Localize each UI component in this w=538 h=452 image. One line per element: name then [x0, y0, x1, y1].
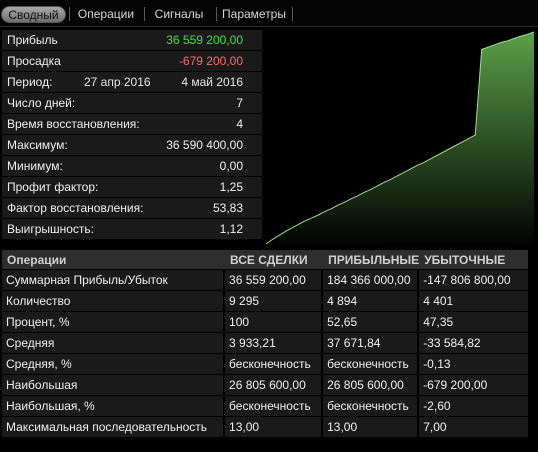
row-label: Процент, %: [2, 312, 226, 332]
stat-label: Просадка: [7, 54, 61, 68]
table-row: Процент, % 100 52,65 47,35: [2, 312, 528, 332]
tab-operations[interactable]: Операции: [77, 7, 135, 21]
cell-profitable: бесконечность: [323, 354, 420, 374]
stat-value: 1,12: [219, 222, 243, 236]
cell-losing: -147 806 800,00: [419, 270, 528, 290]
stat-value: 1,25: [219, 180, 243, 194]
stat-minimum: Минимум: 0,00: [2, 156, 262, 176]
stat-label: Прибыль: [7, 33, 58, 47]
cell-all: 26 805 600,00: [225, 375, 324, 395]
operations-header-row: Операции ВСЕ СДЕЛКИ ПРИБЫЛЬНЫЕ УБЫТОЧНЫЕ: [2, 250, 528, 269]
cell-all: 36 559 200,00: [225, 270, 324, 290]
cell-all: 9 295: [225, 291, 324, 311]
equity-chart-svg: [265, 31, 535, 245]
table-row: Средняя, % бесконечность бесконечность -…: [2, 354, 528, 374]
stat-label: Профит фактор:: [7, 180, 99, 194]
cell-losing: 47,35: [419, 312, 528, 332]
table-row: Наибольшая 26 805 600,00 26 805 600,00 -…: [2, 375, 528, 395]
stat-profit-factor: Профит фактор: 1,25: [2, 177, 262, 197]
row-label: Средняя: [2, 333, 226, 353]
cell-all: 13,00: [225, 417, 324, 437]
stat-drawdown: Просадка -679 200,00: [2, 51, 262, 71]
stat-days: Число дней: 7: [2, 93, 262, 113]
equity-area: [266, 32, 534, 244]
row-label: Максимальная последовательность: [2, 417, 226, 437]
table-row: Наибольшая, % бесконечность бесконечност…: [2, 396, 528, 416]
stat-period: Период: 27 апр 2016 4 май 2016: [2, 72, 262, 92]
equity-line: [265, 31, 535, 245]
row-label: Суммарная Прибыль/Убыток: [2, 270, 226, 290]
cell-profitable: бесконечность: [323, 396, 420, 416]
stat-value: 36 590 400,00: [166, 138, 243, 152]
tab-summary[interactable]: Сводный: [1, 6, 66, 23]
row-label: Средняя, %: [2, 354, 226, 374]
tab-parameters[interactable]: Параметры: [222, 7, 286, 21]
equity-chart: [264, 30, 536, 245]
stat-value: 4: [236, 117, 243, 131]
cell-losing: -0,13: [419, 354, 528, 374]
row-label: Количество: [2, 291, 226, 311]
stat-label: Минимум:: [7, 159, 63, 173]
stat-label: Число дней:: [7, 96, 76, 110]
period-end: 4 май 2016: [181, 75, 243, 89]
stat-label: Выигрышность:: [7, 222, 95, 236]
stat-recovery-time: Время восстановления: 4: [2, 114, 262, 134]
column-header-profitable: ПРИБЫЛЬНЫЕ: [323, 250, 420, 269]
cell-losing: -33 584,82: [419, 333, 528, 353]
column-header-losing: УБЫТОЧНЫЕ: [419, 250, 528, 269]
stat-label: Максимум:: [7, 138, 68, 152]
tab-separator: [144, 7, 145, 21]
stat-value: 36 559 200,00: [166, 33, 243, 47]
cell-profitable: 4 894: [323, 291, 420, 311]
cell-all: бесконечность: [225, 354, 324, 374]
table-row: Количество 9 295 4 894 4 401: [2, 291, 528, 311]
cell-profitable: 52,65: [323, 312, 420, 332]
stat-value: 0,00: [219, 159, 243, 173]
tab-separator: [216, 7, 217, 21]
row-label: Наибольшая: [2, 375, 226, 395]
cell-profitable: 37 671,84: [323, 333, 420, 353]
tab-bar: Сводный Операции Сигналы Параметры: [0, 0, 538, 27]
tab-separator: [292, 7, 293, 21]
table-row: Максимальная последовательность 13,00 13…: [2, 417, 528, 437]
stat-value: 7: [236, 96, 243, 110]
cell-all: 100: [225, 312, 324, 332]
stat-label: Фактор восстановления:: [7, 201, 144, 215]
table-row: Суммарная Прибыль/Убыток 36 559 200,00 1…: [2, 270, 528, 290]
column-header-operations: Операции: [2, 250, 226, 269]
stat-value: 53,83: [212, 201, 243, 215]
cell-profitable: 184 366 000,00: [323, 270, 420, 290]
cell-losing: 4 401: [419, 291, 528, 311]
stat-label: Период:: [7, 75, 53, 89]
stat-value: -679 200,00: [178, 54, 243, 68]
cell-all: 3 933,21: [225, 333, 324, 353]
stat-profit: Прибыль 36 559 200,00: [2, 30, 262, 50]
cell-losing: 7,00: [419, 417, 528, 437]
summary-panel: Прибыль 36 559 200,00 Просадка -679 200,…: [2, 30, 262, 240]
tab-signals[interactable]: Сигналы: [154, 7, 204, 21]
column-header-all-trades: ВСЕ СДЕЛКИ: [225, 250, 324, 269]
stat-win-rate: Выигрышность: 1,12: [2, 219, 262, 239]
cell-losing: -679 200,00: [419, 375, 528, 395]
cell-all: бесконечность: [225, 396, 324, 416]
row-label: Наибольшая, %: [2, 396, 226, 416]
cell-profitable: 26 805 600,00: [323, 375, 420, 395]
operations-table: Операции ВСЕ СДЕЛКИ ПРИБЫЛЬНЫЕ УБЫТОЧНЫЕ…: [2, 249, 528, 438]
table-row: Средняя 3 933,21 37 671,84 -33 584,82: [2, 333, 528, 353]
cell-losing: -2,60: [419, 396, 528, 416]
period-start: 27 апр 2016: [84, 75, 151, 89]
stat-recovery-factor: Фактор восстановления: 53,83: [2, 198, 262, 218]
tab-separator: [69, 7, 70, 21]
stat-label: Время восстановления:: [7, 117, 140, 131]
stat-maximum: Максимум: 36 590 400,00: [2, 135, 262, 155]
cell-profitable: 13,00: [323, 417, 420, 437]
